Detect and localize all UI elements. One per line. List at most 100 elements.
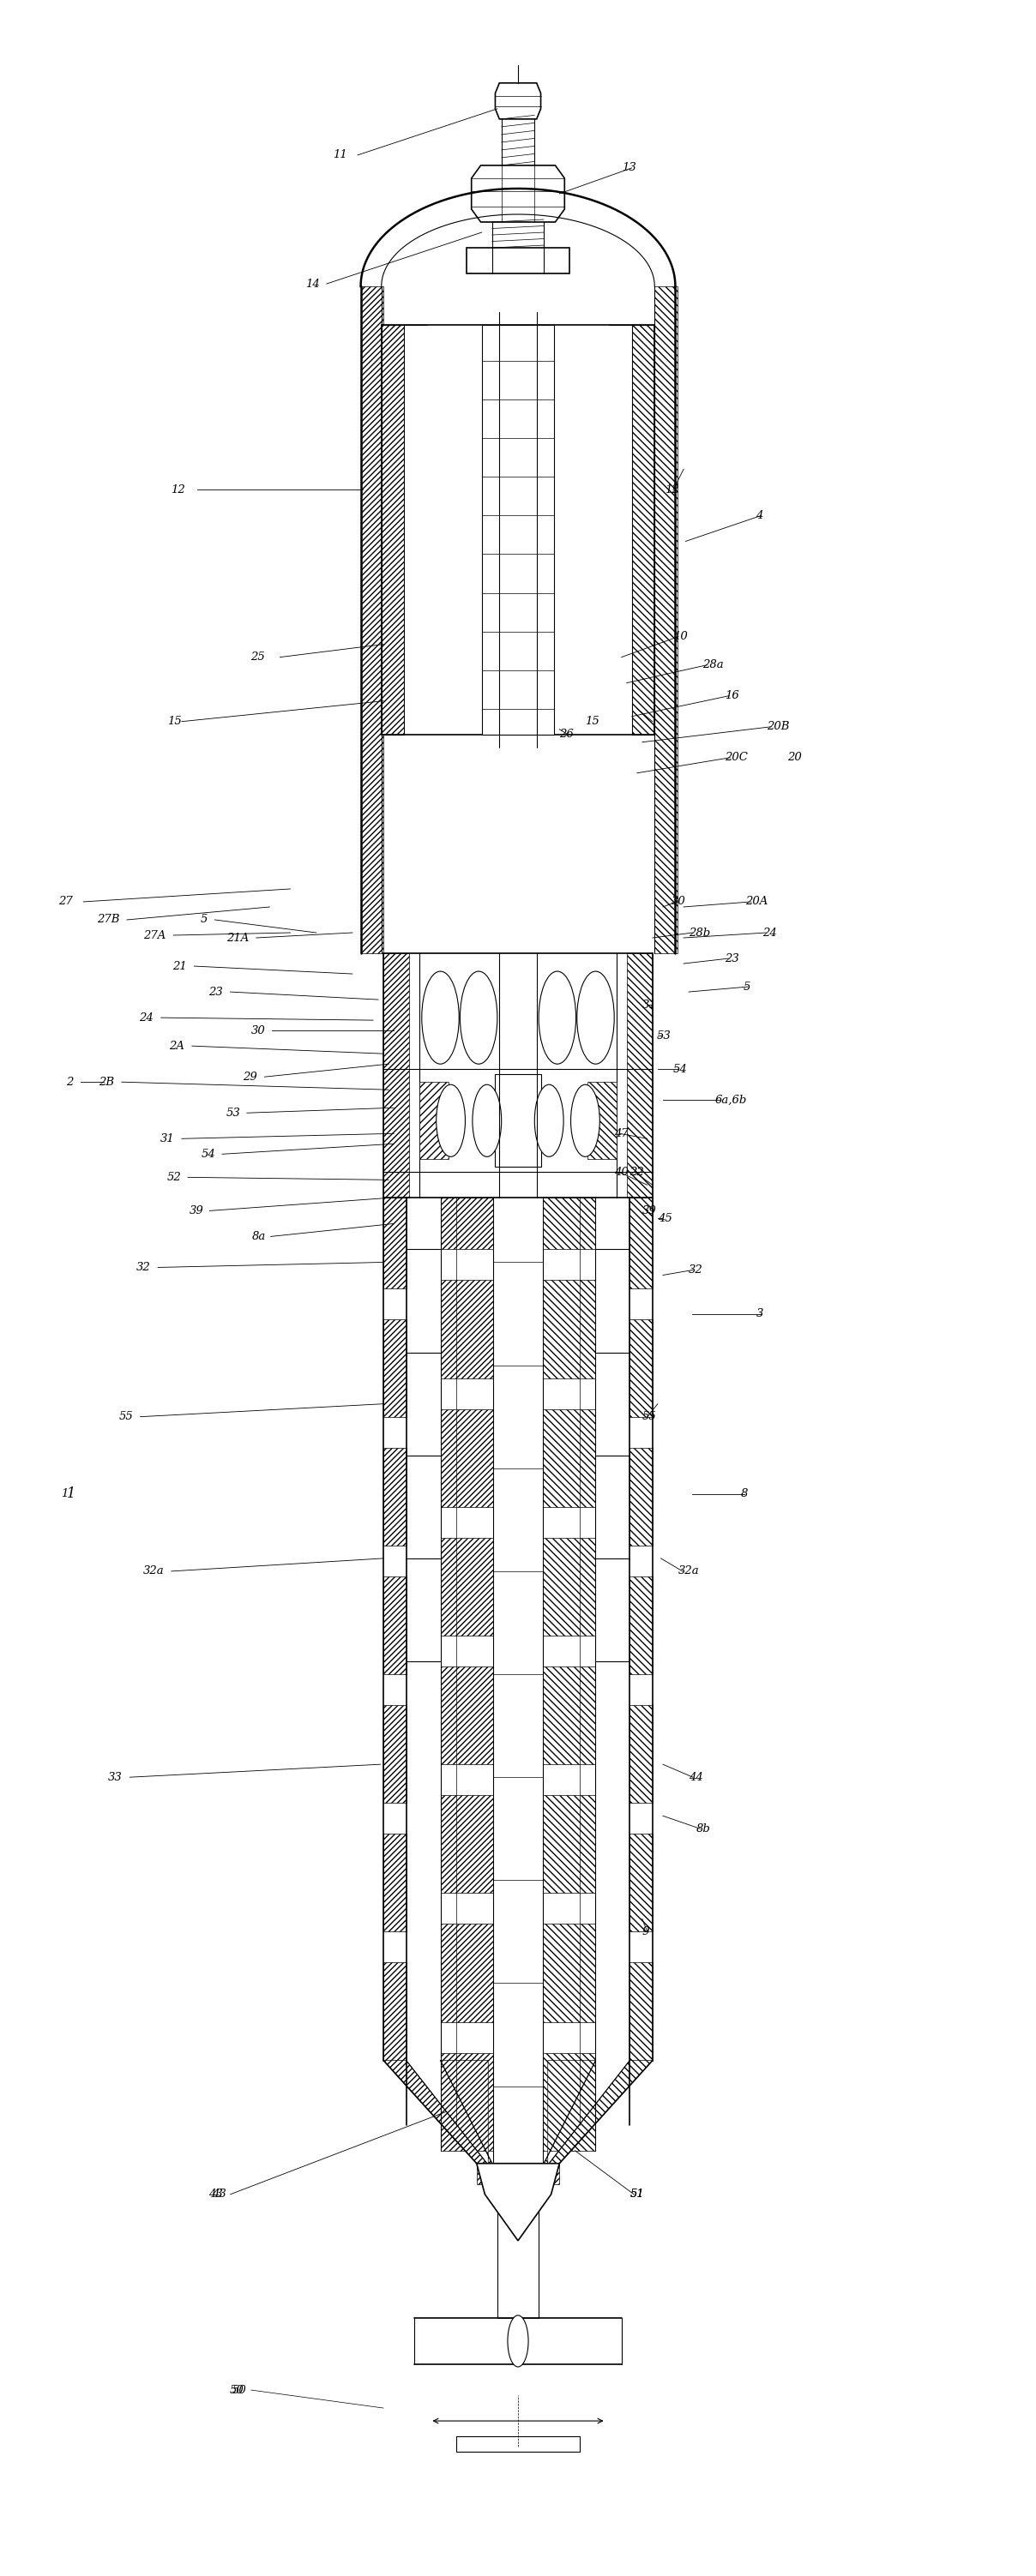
Bar [440,1280,493,1378]
Text: 4: 4 [756,510,764,520]
Polygon shape [495,82,541,118]
Text: 55: 55 [119,1412,133,1422]
Text: 9: 9 [642,1927,650,1937]
Polygon shape [549,2061,653,2164]
Text: 5: 5 [200,914,207,925]
Text: 27A: 27A [144,930,166,940]
Text: 25: 25 [250,652,264,662]
Text: 32a: 32a [143,1566,164,1577]
Bar [587,1082,616,1159]
Text: 21: 21 [173,961,186,971]
Bar [543,1538,596,1636]
Text: 22: 22 [630,1167,644,1177]
Text: 28b: 28b [689,927,711,938]
Text: 13: 13 [622,162,636,173]
Text: 47: 47 [614,1128,629,1139]
Bar [543,1667,596,1765]
Bar [627,953,653,1198]
Text: 30: 30 [671,896,686,907]
Text: 10: 10 [673,631,688,641]
Text: 21A: 21A [226,933,249,943]
Bar [632,325,655,734]
Text: 15: 15 [168,716,181,726]
Text: 16: 16 [725,690,740,701]
Text: 24: 24 [762,927,777,938]
Bar [383,1963,406,2061]
Bar [630,1834,653,1932]
Text: 8: 8 [741,1489,748,1499]
Text: 23: 23 [208,987,223,997]
Text: 12: 12 [171,484,184,495]
Bar [630,1963,653,2061]
Text: 39: 39 [189,1206,203,1216]
Text: 32: 32 [137,1262,150,1273]
Bar [543,1409,596,1507]
Text: 24: 24 [140,1012,153,1023]
Text: 30: 30 [251,1025,265,1036]
Bar [383,1448,406,1546]
Bar [630,1319,653,1417]
Bar [383,1319,406,1417]
Polygon shape [440,2061,492,2164]
Text: 32: 32 [689,1265,703,1275]
Text: 43: 43 [208,2190,223,2200]
Text: 8b: 8b [696,1824,711,1834]
Text: 26: 26 [559,729,574,739]
Text: 5: 5 [744,981,751,992]
Polygon shape [383,2061,487,2164]
Bar [420,1082,449,1159]
Text: 55: 55 [642,1412,657,1422]
Text: 28a: 28a [702,659,723,670]
Bar [630,1448,653,1546]
Circle shape [535,1084,564,1157]
Text: 39: 39 [642,1206,657,1216]
Text: 3: 3 [756,1309,764,1319]
Bar [440,1198,493,1249]
Text: 14: 14 [305,278,319,289]
Text: 29: 29 [242,1072,257,1082]
Text: 2A: 2A [169,1041,184,1051]
Text: 54: 54 [673,1064,688,1074]
Bar [383,1577,406,1674]
Bar [543,1280,596,1378]
Text: 53: 53 [226,1108,240,1118]
Bar [543,2053,596,2151]
Bar [383,953,409,1198]
Circle shape [460,971,497,1064]
Bar [383,1198,406,1288]
Bar [495,1074,541,1167]
Text: 31: 31 [642,999,657,1010]
Bar [440,2053,493,2151]
Text: 11: 11 [333,149,347,160]
Text: 20A: 20A [746,896,769,907]
Bar [543,1924,596,2022]
Text: 12: 12 [665,484,680,495]
Bar [361,286,383,953]
Circle shape [472,1084,501,1157]
Bar [543,1198,596,1249]
Text: 27: 27 [59,896,73,907]
Bar [630,1198,653,1288]
Text: 51: 51 [630,2190,644,2200]
Text: 50: 50 [232,2385,247,2396]
Bar [630,1705,653,1803]
Bar [482,325,554,734]
Text: 40: 40 [614,1167,629,1177]
Text: 32a: 32a [679,1566,699,1577]
Bar [440,1538,493,1636]
Text: 52: 52 [168,1172,181,1182]
Text: 1: 1 [61,1489,68,1499]
Text: 33: 33 [109,1772,122,1783]
Bar [440,1924,493,2022]
Text: 45: 45 [658,1213,672,1224]
Bar [466,247,570,273]
Circle shape [422,971,459,1064]
Text: 6a,6b: 6a,6b [715,1095,747,1105]
Text: 2B: 2B [98,1077,114,1087]
Text: 20: 20 [787,752,802,762]
Polygon shape [477,2164,559,2241]
Text: 53: 53 [657,1030,671,1041]
Bar [543,1795,596,1893]
Circle shape [577,971,614,1064]
Bar [381,325,404,734]
